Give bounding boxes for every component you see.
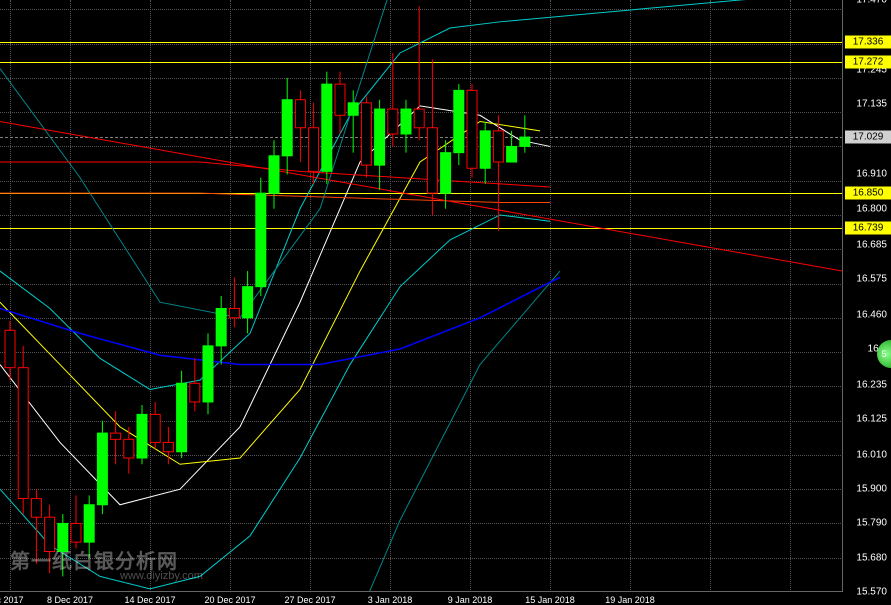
xaxis-tick-label: 27 Dec 2017 (284, 595, 335, 605)
candle (388, 109, 398, 134)
yaxis-tick-label: 16.010 (856, 449, 887, 460)
candle (322, 84, 332, 171)
candle (282, 100, 292, 156)
candle (124, 439, 134, 458)
yaxis-tick-label: 16.460 (856, 309, 887, 320)
candle (427, 128, 437, 193)
xaxis-tick-label: 20 Dec 2017 (204, 595, 255, 605)
watermark-url: www.diyizby.com (120, 570, 203, 582)
candle (335, 84, 345, 115)
yaxis-tick-label: 16.575 (856, 273, 887, 284)
candle (18, 368, 28, 499)
candle (375, 109, 385, 165)
candle (71, 523, 81, 542)
price-level-label: 16.739 (845, 221, 891, 234)
candle (295, 100, 305, 128)
yaxis-tick-label: 17.135 (856, 99, 887, 110)
candle (348, 103, 358, 115)
plot-area[interactable]: 第一纸白银分析网 www.diyizby.com (0, 0, 843, 592)
candle (190, 383, 200, 402)
yaxis-tick-label: 16.685 (856, 239, 887, 250)
candle (256, 193, 266, 286)
candle (361, 103, 371, 165)
xaxis-tick-label: 15 Jan 2018 (525, 595, 575, 605)
yaxis-tick-label: 16.800 (856, 203, 887, 214)
candle (229, 308, 239, 317)
candle (507, 146, 517, 162)
candle (216, 308, 226, 345)
candle (97, 433, 107, 505)
candle (454, 90, 464, 152)
yaxis-tick-label: 15.680 (856, 552, 887, 563)
candle (467, 90, 477, 168)
candle (520, 137, 530, 146)
yaxis-tick-label: 16.910 (856, 169, 887, 180)
candle (493, 131, 503, 162)
badge-value: 5 (881, 349, 886, 359)
candle (441, 153, 451, 194)
price-level-label: 16.850 (845, 187, 891, 200)
candle (480, 131, 490, 168)
candle (163, 442, 173, 451)
price-level-label: 17.336 (845, 35, 891, 48)
candle (414, 109, 424, 128)
chart-container: 第一纸白银分析网 www.diyizby.com 17.47017.24517.… (0, 0, 891, 605)
candle (309, 128, 319, 172)
yaxis-tick-label: 17.470 (856, 0, 887, 6)
current-price-label: 17.029 (845, 131, 891, 144)
candle (243, 287, 253, 318)
candle (203, 346, 213, 402)
xaxis-tick-label: c 2017 (0, 595, 24, 605)
candle (111, 433, 121, 439)
candle (177, 383, 187, 452)
xaxis-tick-label: 8 Dec 2017 (47, 595, 93, 605)
xaxis-tick-label: 9 Jan 2018 (448, 595, 493, 605)
yaxis-tick-label: 15.900 (856, 484, 887, 495)
yaxis-tick-label: 16.235 (856, 379, 887, 390)
candle (84, 505, 94, 542)
candlestick-layer (0, 0, 843, 592)
candle (150, 414, 160, 442)
xaxis-tick-label: 14 Dec 2017 (124, 595, 175, 605)
yaxis-tick-label: 16.125 (856, 414, 887, 425)
candle (401, 109, 411, 134)
candle (5, 330, 15, 367)
yaxis-tick-label: 15.790 (856, 518, 887, 529)
candle (269, 156, 279, 193)
price-level-label: 17.272 (845, 55, 891, 68)
time-axis: c 2017 8 Dec 2017 14 Dec 2017 20 Dec 2017 27… (0, 591, 843, 605)
xaxis-tick-label: 3 Jan 2018 (368, 595, 413, 605)
price-axis: 17.47017.24517.13516.91016.80016.68516.5… (842, 0, 891, 592)
xaxis-tick-label: 19 Jan 2018 (605, 595, 655, 605)
candle (31, 499, 41, 518)
yaxis-tick-label: 15.570 (856, 587, 887, 598)
candle (137, 414, 147, 458)
